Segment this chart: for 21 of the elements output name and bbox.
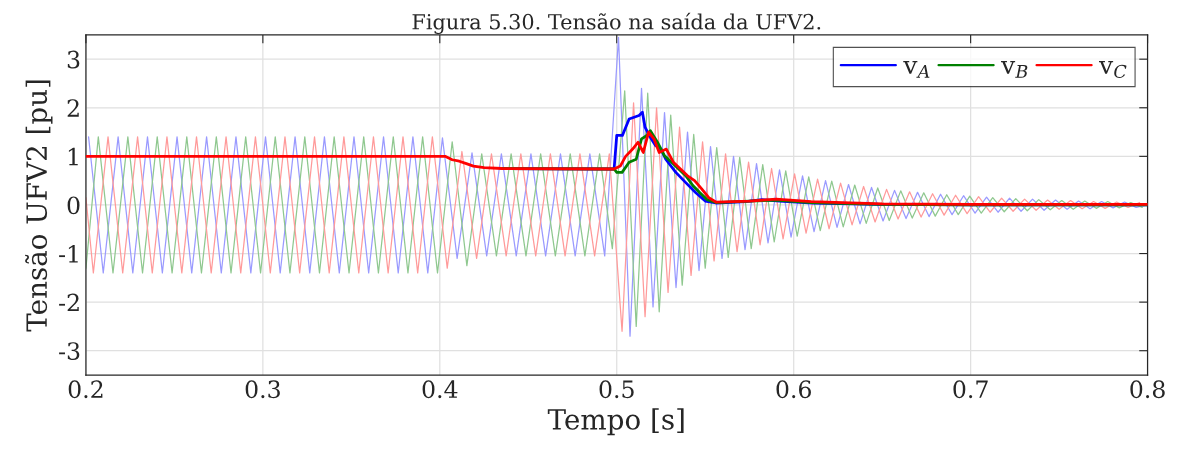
x-tick-label: 0.4: [422, 380, 458, 399]
x-tick-label: 0.5: [599, 380, 634, 399]
y-tick-label: -3: [59, 342, 80, 361]
y-tick-label: 3: [67, 50, 80, 69]
line-series: [85, 130, 1148, 206]
x-tick-label: 0.8: [1130, 380, 1165, 399]
x-tick-label: 0.6: [776, 380, 811, 399]
x-tick-label: 0.7: [953, 380, 988, 399]
x-axis-title: Tempo [s]: [547, 408, 684, 436]
y-tick-label: 1: [68, 147, 78, 166]
y-tick-label: 0: [67, 196, 80, 215]
y-tick-label: 2: [67, 99, 79, 117]
legend-label: v$_{B}$: [1001, 60, 1028, 78]
legend-label: v$_{C}$: [1099, 60, 1127, 78]
y-tick-label: -1: [59, 244, 78, 263]
legend-label: v$_{A}$: [903, 60, 930, 78]
y-tick-label: -2: [59, 293, 79, 312]
chart-title: Figura 5.30. Tensão na saída da UFV2.: [412, 12, 821, 34]
y-axis-title: Tensão UFV2 [pu]: [25, 80, 53, 332]
x-tick-label: 0.2: [68, 380, 103, 399]
x-tick-label: 0.3: [245, 380, 280, 399]
